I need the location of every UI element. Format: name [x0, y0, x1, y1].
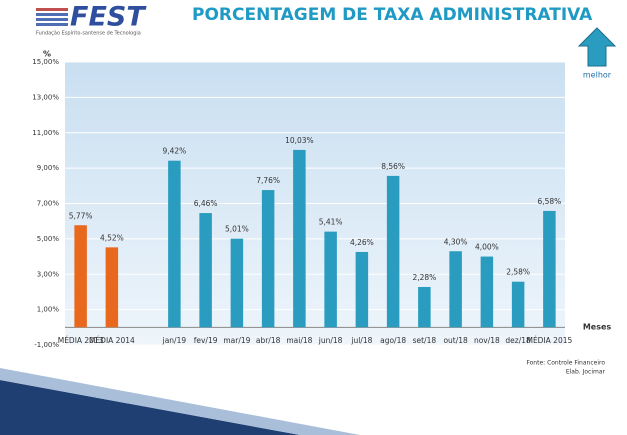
y-tick-label: 11,00% — [32, 129, 59, 137]
data-label: 2,58% — [506, 268, 530, 277]
data-label: 5,41% — [319, 218, 343, 227]
y-tick-label: 5,00% — [37, 235, 60, 243]
x-tick-label: abr/18 — [256, 336, 281, 345]
x-tick-label: jul/18 — [350, 336, 372, 345]
bar — [168, 160, 181, 328]
bar — [230, 238, 244, 328]
x-tick-label: MÉDIA 2015 — [526, 336, 572, 345]
y-tick-label: 3,00% — [37, 270, 60, 278]
bar — [105, 247, 119, 328]
x-tick-label: jun/18 — [318, 336, 343, 345]
bar — [199, 213, 212, 328]
data-label: 6,58% — [537, 197, 561, 206]
x-tick-label: fev/19 — [194, 336, 218, 345]
x-tick-label: mar/19 — [223, 336, 250, 345]
bar — [324, 231, 337, 328]
y-tick-label: 15,00% — [32, 58, 59, 66]
y-tick-label: 7,00% — [37, 200, 60, 208]
data-label: 5,77% — [69, 211, 93, 220]
data-label: 7,76% — [256, 176, 280, 185]
data-label: 4,26% — [350, 238, 374, 247]
up-arrow — [577, 27, 617, 67]
x-tick-label: ago/18 — [380, 336, 406, 345]
x-tick-label: mai/18 — [286, 336, 312, 345]
logo-stripes — [36, 8, 68, 26]
y-axis-label: % — [43, 50, 51, 59]
source: Elab. Jocimar — [566, 369, 606, 376]
slide-title: PORCENTAGEM DE TAXA ADMINISTRATIVA — [192, 5, 593, 25]
bar — [480, 256, 494, 328]
logo-subtitle: Fundação Espírito-santense de Tecnologia — [36, 30, 141, 37]
bar — [386, 175, 400, 328]
y-tick-label: 13,00% — [32, 93, 59, 101]
y-tick-label: 9,00% — [37, 164, 60, 172]
data-label: 2,28% — [412, 273, 436, 282]
bar — [74, 225, 87, 328]
x-tick-label: nov/18 — [474, 336, 500, 345]
bar — [261, 190, 275, 328]
x-tick-label: MÉDIA 2014 — [89, 336, 135, 345]
bar — [293, 149, 306, 328]
y-tick-label: -1,00% — [34, 341, 59, 349]
x-axis-label: Meses — [583, 323, 612, 332]
data-label: 8,56% — [381, 162, 405, 171]
indicator-label: melhor — [583, 71, 612, 80]
data-label: 4,00% — [475, 243, 499, 252]
swoosh — [0, 368, 360, 435]
x-tick-label: set/18 — [413, 336, 437, 345]
data-label: 5,01% — [225, 225, 249, 234]
data-label: 9,42% — [162, 147, 186, 156]
data-label: 6,46% — [194, 199, 218, 208]
logo: FEST — [70, 2, 147, 33]
bar — [418, 286, 431, 328]
data-label: 10,03% — [285, 136, 314, 145]
bar — [511, 281, 525, 328]
y-tick-label: 1,00% — [37, 306, 60, 314]
bar — [449, 251, 462, 328]
source: Fonte: Controle Financeiro — [526, 360, 605, 367]
bar — [543, 210, 556, 328]
data-label: 4,52% — [100, 233, 124, 242]
x-tick-label: out/18 — [443, 336, 468, 345]
bar — [355, 251, 369, 328]
x-tick-label: MÉDIA 2013 — [58, 336, 104, 345]
x-tick-label: dez/18 — [505, 336, 531, 345]
data-label: 4,30% — [444, 237, 468, 246]
x-tick-label: jan/19 — [162, 336, 187, 345]
